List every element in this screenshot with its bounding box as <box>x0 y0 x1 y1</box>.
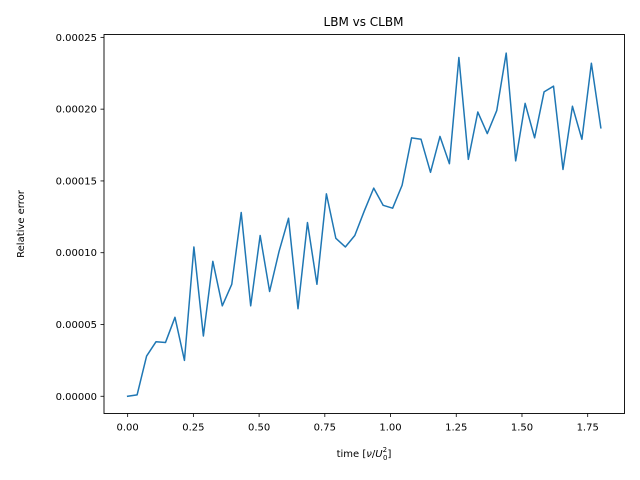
data-point <box>155 341 156 342</box>
data-point <box>193 246 194 247</box>
data-point <box>212 261 213 262</box>
data-point <box>506 53 507 54</box>
data-point <box>402 185 403 186</box>
data-point <box>316 284 317 285</box>
y-tick-label: 0.00025 <box>56 33 97 44</box>
x-tick-label: 0.25 <box>182 423 204 434</box>
data-point <box>345 246 346 247</box>
plot-frame <box>103 34 625 414</box>
data-point <box>231 284 232 285</box>
x-tick-label: 1.50 <box>511 423 533 434</box>
data-point <box>146 355 147 356</box>
y-axis: 0.00000 0.00005 0.00010 0.00015 0.00020 0.000… <box>56 33 104 403</box>
data-point <box>326 193 327 194</box>
x-axis-label-suffix: ] <box>388 449 392 460</box>
data-point <box>241 212 242 213</box>
data-point <box>184 360 185 361</box>
data-point <box>250 305 251 306</box>
data-point <box>307 222 308 223</box>
x-axis: 0.00 0.25 0.50 0.75 1.00 1.25 1.50 1.75 <box>117 413 599 434</box>
data-point <box>543 91 544 92</box>
data-point <box>477 111 478 112</box>
data-point <box>127 396 128 397</box>
data-point <box>420 139 421 140</box>
x-axis-label-slash: / <box>372 449 376 460</box>
data-point <box>137 394 138 395</box>
data-point <box>392 208 393 209</box>
data-point <box>458 57 459 58</box>
data-point <box>562 169 563 170</box>
series-line-0 <box>126 52 602 398</box>
data-point <box>335 238 336 239</box>
data-point <box>278 251 279 252</box>
data-point <box>354 235 355 236</box>
data-point <box>174 317 175 318</box>
x-tick-label: 1.00 <box>379 423 401 434</box>
data-point <box>468 159 469 160</box>
data-point <box>203 335 204 336</box>
data-point <box>165 342 166 343</box>
x-tick-label: 0.00 <box>117 423 139 434</box>
x-axis-label: time [ν/U2 0] <box>337 446 392 462</box>
data-point <box>553 86 554 87</box>
data-point <box>572 106 573 107</box>
x-tick-label: 1.25 <box>445 423 467 434</box>
data-point <box>430 172 431 173</box>
x-axis-label-nu: ν <box>366 449 372 460</box>
data-point <box>364 210 365 211</box>
x-tick-label: 0.75 <box>314 423 336 434</box>
y-tick-label: 0.00000 <box>56 392 97 403</box>
chart-title: LBM vs CLBM <box>324 15 404 29</box>
plot-area <box>126 52 602 398</box>
y-tick-label: 0.00020 <box>56 105 97 116</box>
data-point <box>449 163 450 164</box>
y-axis-label: Relative error <box>16 189 27 258</box>
data-point <box>222 305 223 306</box>
data-point <box>534 137 535 138</box>
data-point <box>411 137 412 138</box>
data-point <box>525 103 526 104</box>
data-point <box>515 160 516 161</box>
data-point <box>269 291 270 292</box>
x-axis-label-superscript: 2 <box>383 446 387 454</box>
data-point <box>487 133 488 134</box>
x-axis-label-subscript: 0 <box>383 454 387 462</box>
x-tick-label: 1.75 <box>577 423 599 434</box>
data-point <box>439 136 440 137</box>
x-axis-label-u: U <box>375 449 383 460</box>
data-point <box>383 205 384 206</box>
data-point <box>373 188 374 189</box>
data-point <box>288 218 289 219</box>
data-point <box>496 110 497 111</box>
x-tick-label: 0.50 <box>248 423 270 434</box>
data-point <box>260 235 261 236</box>
data-point <box>581 139 582 140</box>
y-tick-label: 0.00010 <box>56 248 97 259</box>
data-point <box>600 127 601 128</box>
data-point <box>297 308 298 309</box>
x-axis-label-prefix: time [ <box>337 449 367 460</box>
y-tick-label: 0.00015 <box>56 176 97 187</box>
data-point <box>591 63 592 64</box>
y-tick-label: 0.00005 <box>56 320 97 331</box>
